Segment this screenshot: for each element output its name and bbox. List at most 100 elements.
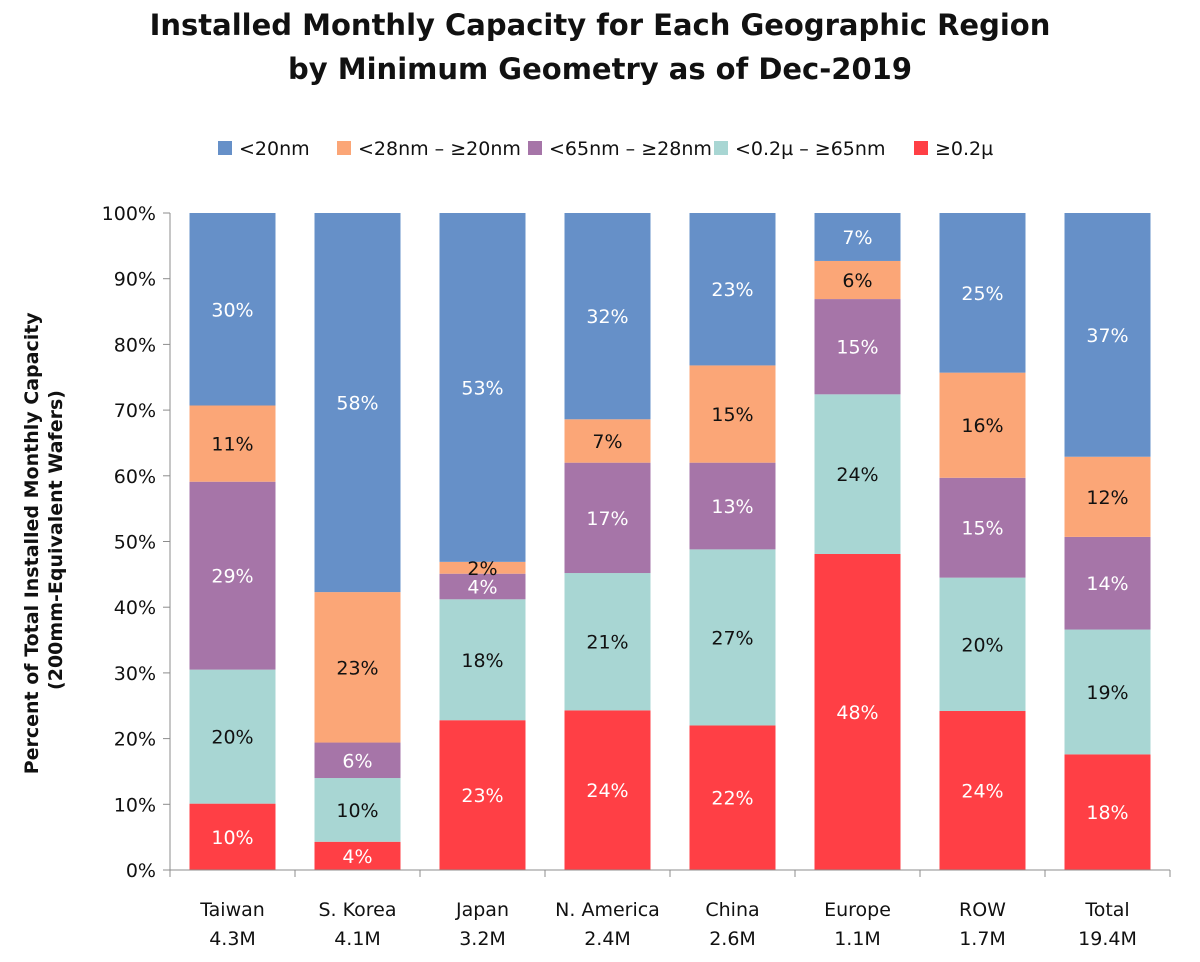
bar-segment-lt20nm bbox=[689, 213, 776, 366]
y-tick-label: 20% bbox=[114, 729, 156, 751]
data-label: 12% bbox=[1086, 487, 1128, 509]
bar-segment-ge0-2u bbox=[189, 803, 276, 870]
bar-stack-europe: 48% 24% 15% 6% 7% bbox=[814, 213, 901, 870]
legend: <20nm <28nm – ≥20nm <65nm – ≥28nm <0.2µ – ≥… bbox=[218, 138, 993, 160]
data-label: 20% bbox=[961, 634, 1003, 656]
data-label: 21% bbox=[586, 632, 628, 654]
chart-title-line-2: by Minimum Geometry as of Dec-2019 bbox=[287, 52, 912, 86]
bar-segment-lt28nm-ge20nm bbox=[689, 365, 776, 463]
data-label: 58% bbox=[336, 393, 378, 415]
y-tick-label: 10% bbox=[114, 794, 156, 816]
legend-label: ≥0.2µ bbox=[935, 138, 993, 160]
data-label: 24% bbox=[961, 781, 1003, 803]
bar-segment-lt28nm-ge20nm bbox=[564, 419, 651, 463]
bar-segment-lt65nm-ge28nm bbox=[564, 462, 651, 574]
data-label: 25% bbox=[961, 283, 1003, 305]
bar-stack-s-korea: 4% 10% 6% 23% 58% bbox=[314, 213, 401, 870]
data-label: 4% bbox=[342, 846, 372, 868]
bar-segment-lt0-2u-ge65nm bbox=[189, 669, 276, 804]
x-tick-total-label: 2.4M bbox=[584, 928, 631, 950]
y-tick-label: 100% bbox=[102, 203, 156, 225]
y-axis-title-line-1: Percent of Total Installed Monthly Capac… bbox=[21, 312, 43, 775]
data-label: 14% bbox=[1086, 573, 1128, 595]
bar-segment-lt65nm-ge28nm bbox=[314, 742, 401, 779]
data-label: 32% bbox=[586, 306, 628, 328]
bar-segment-ge0-2u bbox=[814, 553, 901, 870]
bar-segment-lt65nm-ge28nm bbox=[939, 477, 1026, 578]
data-label: 17% bbox=[586, 508, 628, 530]
bar-segment-lt0-2u-ge65nm bbox=[439, 599, 526, 721]
bar-segment-lt20nm bbox=[439, 213, 526, 562]
bar-segment-lt28nm-ge20nm bbox=[314, 592, 401, 743]
bar-segment-lt65nm-ge28nm bbox=[689, 462, 776, 550]
bar-segment-lt65nm-ge28nm bbox=[1064, 536, 1151, 630]
legend-label: <28nm – ≥20nm bbox=[358, 138, 521, 160]
bar-stack-n-america: 24% 21% 17% 7% 32% bbox=[564, 213, 651, 870]
legend-swatch bbox=[714, 141, 728, 155]
data-label: 23% bbox=[711, 279, 753, 301]
bar-segment-ge0-2u bbox=[939, 711, 1026, 870]
bar-segment-lt20nm bbox=[564, 213, 651, 420]
data-label: 37% bbox=[1086, 325, 1128, 347]
y-axis-title: Percent of Total Installed Monthly Capac… bbox=[21, 306, 67, 775]
bar-stack-japan: 23% 18% 4%2% 53% bbox=[439, 213, 526, 870]
data-label: 29% bbox=[211, 566, 253, 588]
legend-item-lt65nm-ge28nm: <65nm – ≥28nm bbox=[528, 138, 712, 160]
bar-segment-lt20nm bbox=[189, 213, 276, 406]
x-tick-total-label: 19.4M bbox=[1078, 928, 1137, 950]
bar-segment-ge0-2u bbox=[1064, 754, 1151, 870]
bar-segment-lt28nm-ge20nm bbox=[189, 405, 276, 482]
x-tick-label: Europe bbox=[824, 899, 891, 921]
y-tick-label: 70% bbox=[114, 400, 156, 422]
bars: 10%20%29%11%30%4%10%6%23%58%23%18%4%2%53… bbox=[189, 213, 1151, 870]
data-label: 19% bbox=[1086, 682, 1128, 704]
y-tick-label: 0% bbox=[126, 860, 156, 882]
x-tick-total-label: 4.3M bbox=[209, 928, 256, 950]
data-label: 15% bbox=[961, 518, 1003, 540]
y-axis-title-line-2: (200mm-Equivalent Wafers) bbox=[45, 390, 67, 690]
bar-segment-lt28nm-ge20nm bbox=[814, 260, 901, 300]
x-tick-label: China bbox=[705, 899, 759, 921]
bar-segment-lt0-2u-ge65nm bbox=[689, 549, 776, 726]
legend-label: <65nm – ≥28nm bbox=[549, 138, 712, 160]
legend-item-lt28nm-ge20nm: <28nm – ≥20nm bbox=[337, 138, 521, 160]
x-tick-label: Total bbox=[1084, 899, 1129, 921]
y-tick-label: 80% bbox=[114, 334, 156, 356]
data-label: 22% bbox=[711, 788, 753, 810]
data-label: 11% bbox=[211, 434, 253, 456]
y-axis: 0% 10% 20% 30% 40% 50% 60% 70% 80% 90% 100% bbox=[102, 203, 171, 882]
y-tick-label: 40% bbox=[114, 597, 156, 619]
data-label: 23% bbox=[336, 657, 378, 679]
legend-item-lt20nm: <20nm bbox=[218, 138, 310, 160]
bar-segment-lt28nm-ge20nm bbox=[1064, 456, 1151, 537]
data-label: 10% bbox=[211, 827, 253, 849]
bar-stack-taiwan: 10% 20% 29% 11% 30% bbox=[189, 213, 276, 870]
bar-segment-lt28nm-ge20nm bbox=[939, 372, 1026, 478]
y-tick-label: 60% bbox=[114, 466, 156, 488]
legend-item-lt0-2u-ge65nm: <0.2µ – ≥65nm bbox=[714, 138, 885, 160]
legend-swatch bbox=[914, 141, 928, 155]
data-label: 7% bbox=[842, 227, 872, 249]
x-tick-label: Taiwan bbox=[199, 899, 265, 921]
x-axis: Taiwan 4.3M S. Korea 4.1M Japan 3.2M N. Americ… bbox=[169, 869, 1171, 950]
data-label: 53% bbox=[461, 377, 503, 399]
bar-segment-lt20nm bbox=[939, 213, 1026, 373]
bar-segment-lt65nm-ge28nm bbox=[189, 481, 276, 670]
bar-segment-lt0-2u-ge65nm bbox=[814, 394, 901, 554]
x-tick-total-label: 3.2M bbox=[459, 928, 506, 950]
x-tick-total-label: 4.1M bbox=[334, 928, 381, 950]
data-label: 10% bbox=[336, 800, 378, 822]
bar-stack-total: 18% 19% 14% 12% 37% bbox=[1064, 213, 1151, 870]
data-label: 48% bbox=[836, 702, 878, 724]
y-tick-label: 90% bbox=[114, 269, 156, 291]
bar-segment-lt65nm-ge28nm bbox=[439, 573, 526, 600]
bar-segment-ge0-2u bbox=[564, 710, 651, 870]
bar-segment-lt0-2u-ge65nm bbox=[314, 778, 401, 842]
bar-segment-ge0-2u bbox=[689, 725, 776, 870]
data-label: 7% bbox=[592, 431, 622, 453]
data-label: 24% bbox=[836, 464, 878, 486]
x-tick-total-label: 2.6M bbox=[709, 928, 756, 950]
data-label: 6% bbox=[342, 750, 372, 772]
x-tick-total-label: 1.7M bbox=[959, 928, 1006, 950]
legend-swatch bbox=[218, 141, 232, 155]
